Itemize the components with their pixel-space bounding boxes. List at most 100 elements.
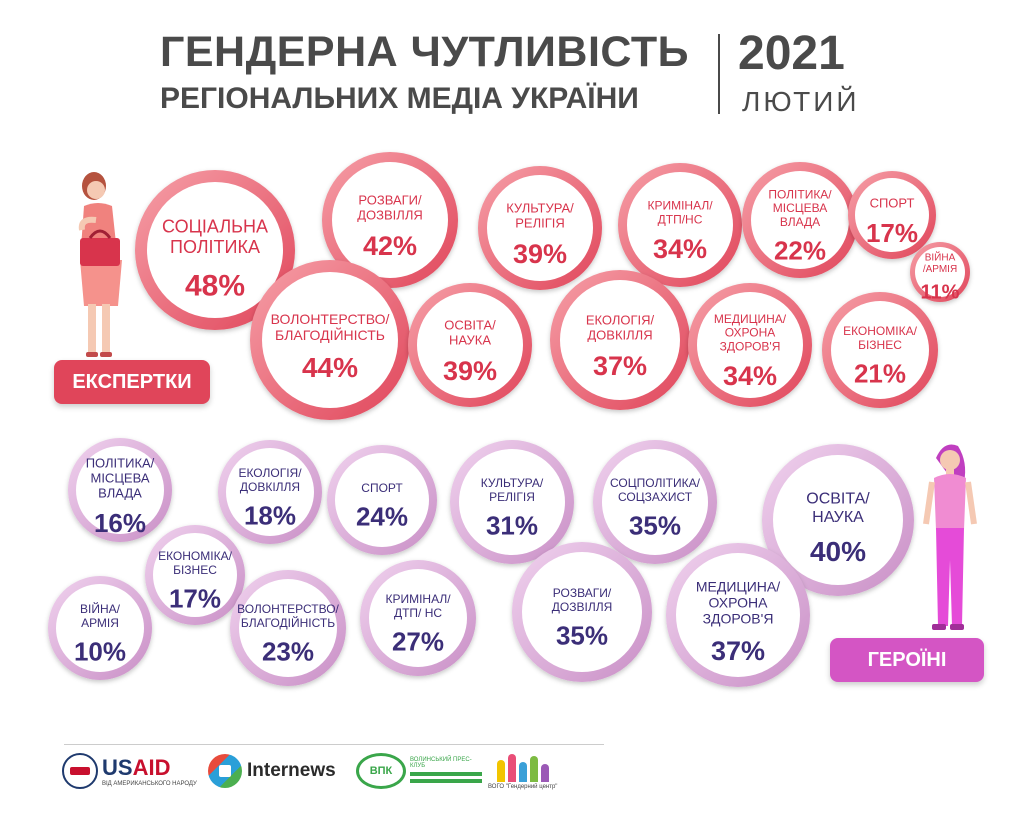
heroines-bubble: СОЦПОЛІТИКА/СОЦЗАХИСТ 35%: [593, 440, 717, 564]
heroines-bubble-label: МЕДИЦИНА/: [696, 578, 780, 594]
heroines-bubble-face: [459, 449, 565, 555]
experts-bubble-value: 37%: [593, 351, 647, 381]
experts-bubble-label: БЛАГОДІЙНІСТЬ: [275, 326, 385, 343]
experts-bubble: ВІЙНА/АРМІЯ 11%: [910, 242, 970, 304]
heroines-bubble-label: ВЛАДА: [98, 485, 142, 500]
people-figures-icon: [496, 752, 549, 782]
heroines-bubble-label: РОЗВАГИ/: [553, 586, 612, 600]
heroines-bubble-face: [239, 579, 337, 677]
experts-bubble-face: [332, 162, 448, 278]
experts-bubble: ЕКОЛОГІЯ/ДОВКІЛЛЯ 37%: [550, 270, 690, 410]
usaid-logo: USAID ВІД АМЕРИКАНСЬКОГО НАРОДУ: [62, 752, 197, 790]
experts-bubble-face: [627, 172, 733, 278]
heroines-bubble-label: ВІЙНА/: [80, 601, 121, 616]
heroines-bubble: ВІЙНА/АРМІЯ 10%: [48, 576, 152, 680]
experts-bubble-face: [487, 175, 593, 281]
experts-bubble-value: 17%: [866, 218, 918, 248]
heroines-bubble-value: 31%: [486, 511, 538, 541]
heroines-bubble: КРИМІНАЛ/ДТП/ НС 27%: [360, 560, 476, 676]
title-line1: ГЕНДЕРНА ЧУТЛИВІСТЬ: [160, 28, 690, 76]
experts-bubble-label: ОСВІТА/: [444, 318, 496, 333]
heroines-bubble-label: БЛАГОДІЙНІСТЬ: [241, 615, 335, 630]
heroines-bubble-value: 27%: [392, 627, 444, 657]
heroines-tag: ГЕРОЇНІ: [830, 638, 984, 682]
experts-bubble-label: СПОРТ: [870, 196, 915, 211]
internews-mark-icon: [208, 754, 242, 788]
experts-bubble-face: [262, 272, 398, 408]
heroines-bubble: РОЗВАГИ/ДОЗВІЛЛЯ 35%: [512, 542, 652, 682]
vpk-name: ВОЛИНСЬКИЙ ПРЕС-КЛУБ: [410, 756, 472, 769]
experts-bubble-label: КРИМІНАЛ/: [647, 199, 713, 213]
heroines-bubble-face: [676, 553, 800, 677]
experts-bubble-face: [560, 280, 680, 400]
heroines-bubble-label: СОЦПОЛІТИКА/: [610, 476, 701, 490]
title-divider: [718, 34, 720, 114]
experts-bubble-label: ПОЛІТИКА: [170, 237, 260, 257]
title-month: ЛЮТИЙ: [742, 86, 860, 117]
usaid-subtitle: ВІД АМЕРИКАНСЬКОГО НАРОДУ: [102, 781, 197, 787]
title-line2: РЕГІОНАЛЬНИХ МЕДІА УКРАЇНИ: [160, 82, 639, 115]
heroines-bubble-value: 35%: [556, 621, 608, 651]
internews-logo: Internews: [208, 752, 336, 790]
experts-bubble-label: ДОВКІЛЛЯ: [587, 328, 652, 343]
experts-bubble-value: 48%: [185, 270, 245, 303]
experts-bubble-label: ВЛАДА: [780, 215, 820, 229]
experts-bubble-value: 11%: [921, 282, 960, 304]
heroines-bubble-value: 10%: [74, 637, 126, 667]
heroines-bubble-label: СОЦЗАХИСТ: [618, 490, 693, 504]
heroines-bubble-face: [602, 449, 708, 555]
experts-bubble-label: МЕДИЦИНА/: [714, 312, 787, 326]
heroines-bubble: ОСВІТА/НАУКА 40%: [762, 444, 914, 596]
heroines-bubble-label: НАУКА: [812, 509, 864, 526]
experts-bubble-face: [855, 178, 929, 252]
heroines-bubble-label: КРИМІНАЛ/: [385, 592, 451, 606]
heroines-bubble-face: [153, 533, 237, 617]
experts-bubble-label: /АРМІЯ: [923, 264, 957, 275]
experts-bubble-label: БІЗНЕС: [858, 338, 902, 352]
heroines-bubble: СПОРТ 24%: [327, 445, 437, 555]
heroines-bubble-value: 16%: [94, 508, 146, 538]
heroines-bubble-label: ДОВКІЛЛЯ: [240, 480, 300, 494]
experts-bubble-face: [147, 182, 283, 318]
heroines-bubble: ЕКОНОМІКА/БІЗНЕС 17%: [145, 525, 245, 625]
heroines-bubble-value: 18%: [244, 501, 296, 531]
heroines-bubble-face: [76, 446, 164, 534]
heroines-bubble-label: КУЛЬТУРА/: [481, 476, 544, 490]
heroines-bubble-label: БІЗНЕС: [173, 563, 217, 577]
experts-bubble-label: ДОЗВІЛЛЯ: [357, 208, 423, 223]
vpk-logo: ВПК ВОЛИНСЬКИЙ ПРЕС-КЛУБ: [356, 752, 482, 790]
experts-bubble-value: 21%: [854, 359, 906, 389]
experts-tag: ЕКСПЕРТКИ: [54, 360, 210, 404]
heroines-bubble-face: [226, 448, 314, 536]
experts-bubble-value: 34%: [723, 361, 777, 391]
experts-bubble-label: ПОЛІТИКА/: [768, 187, 832, 201]
heroines-bubble-label: ДОЗВІЛЛЯ: [552, 600, 612, 614]
experts-bubble-value: 39%: [513, 239, 567, 269]
experts-bubble-label: МІСЦЕВА: [773, 201, 828, 215]
heroines-bubble: ВОЛОНТЕРСТВО/БЛАГОДІЙНІСТЬ 23%: [230, 570, 346, 686]
heroines-bubble-label: ОСВІТА/: [806, 491, 870, 508]
experts-bubble-label: ОХРОНА: [725, 326, 776, 340]
vpk-lines-icon: ВОЛИНСЬКИЙ ПРЕС-КЛУБ: [410, 757, 482, 786]
gender-center-name: ВОГО "Гендерний центр": [488, 784, 558, 790]
footer-divider: [64, 744, 604, 745]
experts-bubble-face: [915, 247, 965, 297]
experts-bubble: ЕКОНОМІКА/БІЗНЕС 21%: [822, 292, 938, 408]
heroines-bubble-value: 35%: [629, 511, 681, 541]
experts-bubble-face: [751, 171, 849, 269]
usaid-aid: AID: [132, 755, 171, 780]
heroines-bubble-label: ОХРОНА: [709, 594, 769, 610]
usaid-us: US: [102, 755, 133, 780]
experts-bubble-label: РЕЛІГІЯ: [515, 216, 565, 231]
heroines-bubble-label: ПОЛІТИКА/: [86, 456, 155, 471]
experts-bubble-label: РОЗВАГИ/: [358, 193, 422, 208]
experts-bubble-label: ЕКОЛОГІЯ/: [586, 313, 655, 328]
experts-bubble-label: СОЦІАЛЬНА: [162, 216, 268, 236]
usaid-seal-icon: [62, 753, 98, 789]
heroines-bubble-face: [773, 455, 903, 585]
